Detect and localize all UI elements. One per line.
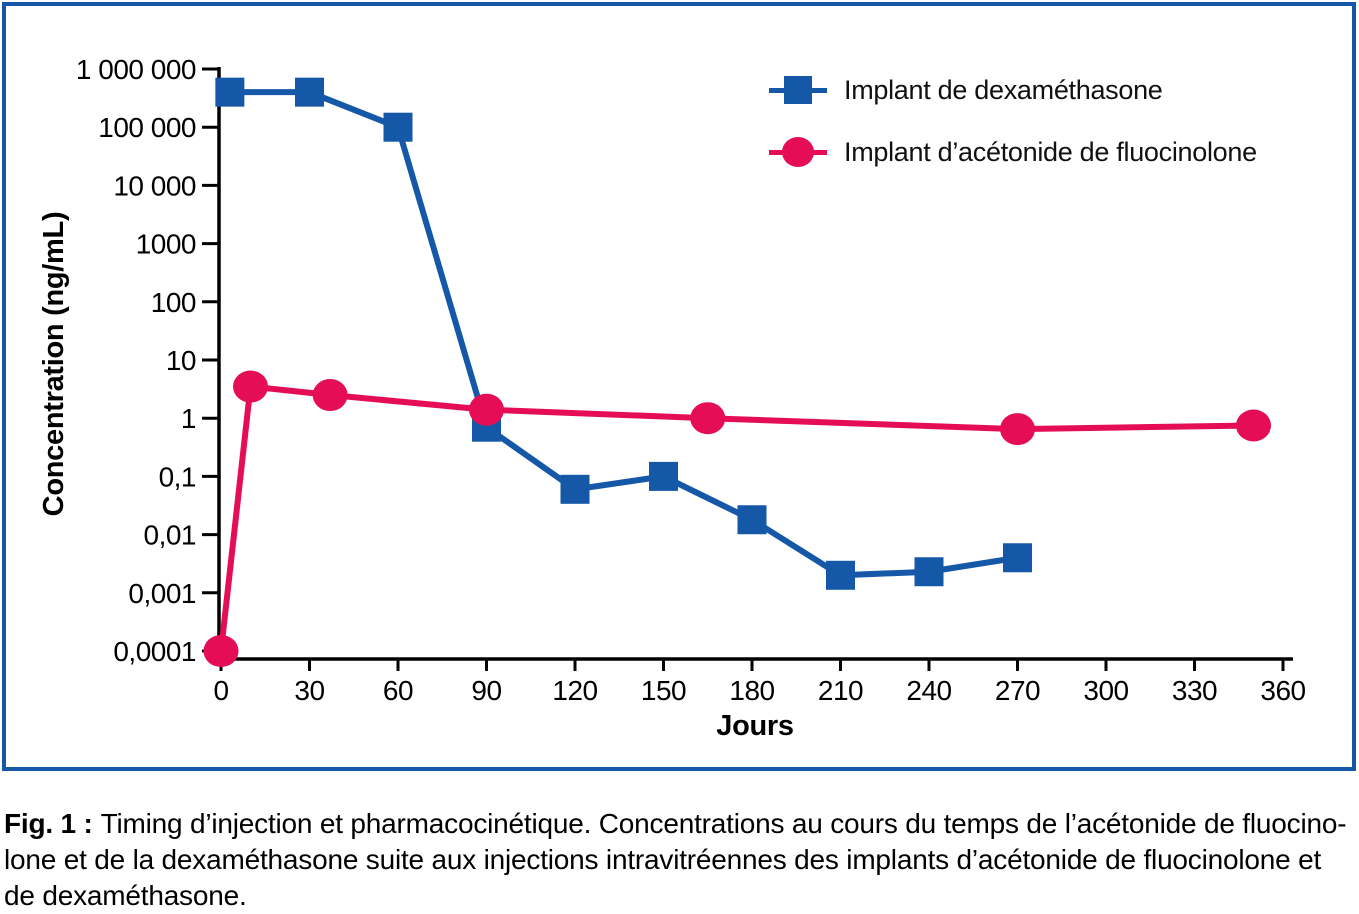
circle-marker-icon [690, 402, 726, 435]
circle-marker-icon [782, 137, 814, 167]
x-tick-label: 30 [294, 675, 324, 706]
series-line-square [229, 89, 1018, 579]
legend-marker-dexamethasone [769, 74, 827, 106]
y-tick-label: 1 000 000 [76, 54, 196, 85]
pharmacokinetics-line-chart: Concentration (ng/mL) Jours 0 30 60 90 120 15… [38, 54, 1306, 742]
square-marker-icon [784, 76, 812, 104]
square-marker-icon [560, 474, 590, 504]
figure-caption: Fig. 1 : Timing d’injection et pharmacoci… [4, 806, 1356, 914]
series-line-circle [218, 383, 1254, 652]
x-tick-label: 90 [471, 675, 501, 706]
square-marker-icon [215, 77, 245, 107]
legend-label-dexamethasone: Implant de dexaméthasone [844, 74, 1163, 105]
caption-line3: de dexaméthasone. [4, 880, 247, 911]
square-marker-icon [649, 461, 678, 491]
circle-marker-icon [233, 370, 268, 403]
x-tick-label: 120 [552, 675, 597, 706]
x-axis-title: Jours [716, 710, 793, 742]
y-tick-label: 100 [151, 287, 196, 318]
x-tick-label: 360 [1260, 675, 1305, 706]
chart-plot-area: 0 30 60 90 120 150 180 210 240 270 300 330 360 1 000 … [76, 54, 1306, 706]
square-marker-icon [826, 560, 855, 590]
circle-marker-icon [469, 393, 504, 426]
legend-marker-fluocinolone [769, 136, 827, 168]
x-tick-label: 60 [383, 675, 413, 706]
x-tick-label: 150 [641, 675, 686, 706]
square-marker-icon [1003, 543, 1032, 573]
y-tick-label: 0,001 [128, 578, 196, 609]
y-tick-label: 0,01 [144, 520, 197, 551]
x-tick-label: 330 [1172, 675, 1217, 706]
square-marker-icon [383, 112, 413, 142]
legend: Implant de dexaméthasone Implant d’acéto… [769, 74, 1257, 198]
y-tick-label: 10 000 [113, 170, 196, 201]
caption-line2: lone et de la dexaméthasone suite aux in… [4, 844, 1322, 875]
y-tick-label: 10 [166, 345, 196, 376]
x-tick-label: 180 [729, 675, 774, 706]
legend-item-dexamethasone: Implant de dexaméthasone [769, 74, 1257, 106]
y-axis-title: Concentration (ng/mL) [38, 212, 70, 517]
y-tick-label: 1 [181, 403, 196, 434]
x-tick-label: 300 [1083, 675, 1128, 706]
legend-item-fluocinolone: Implant d’acétonide de fluocinolone [769, 136, 1257, 168]
circle-marker-icon [312, 379, 348, 412]
figure-border-box: Concentration (ng/mL) Jours 0 30 60 90 120 15… [2, 2, 1356, 771]
circle-marker-icon [1000, 413, 1035, 446]
y-tick-label: 0,1 [159, 461, 196, 492]
caption-figure-number: Fig. 1 : [4, 808, 93, 839]
x-tick-label: 210 [818, 675, 863, 706]
x-tick-label: 270 [995, 675, 1040, 706]
y-tick-label: 1000 [136, 229, 196, 260]
square-marker-icon [295, 77, 324, 107]
circle-marker-icon [203, 635, 239, 667]
y-tick-label: 100 000 [98, 112, 196, 143]
square-marker-icon [737, 505, 767, 535]
caption-line1: Timing d’injection et pharmacocinétique.… [100, 808, 1347, 839]
legend-label-fluocinolone: Implant d’acétonide de fluocinolone [844, 136, 1257, 167]
x-tick-label: 0 [213, 675, 228, 706]
y-tick-label: 0,0001 [113, 636, 196, 667]
x-tick-label: 240 [906, 675, 951, 706]
square-marker-icon [914, 557, 944, 587]
circle-marker-icon [1236, 409, 1271, 442]
